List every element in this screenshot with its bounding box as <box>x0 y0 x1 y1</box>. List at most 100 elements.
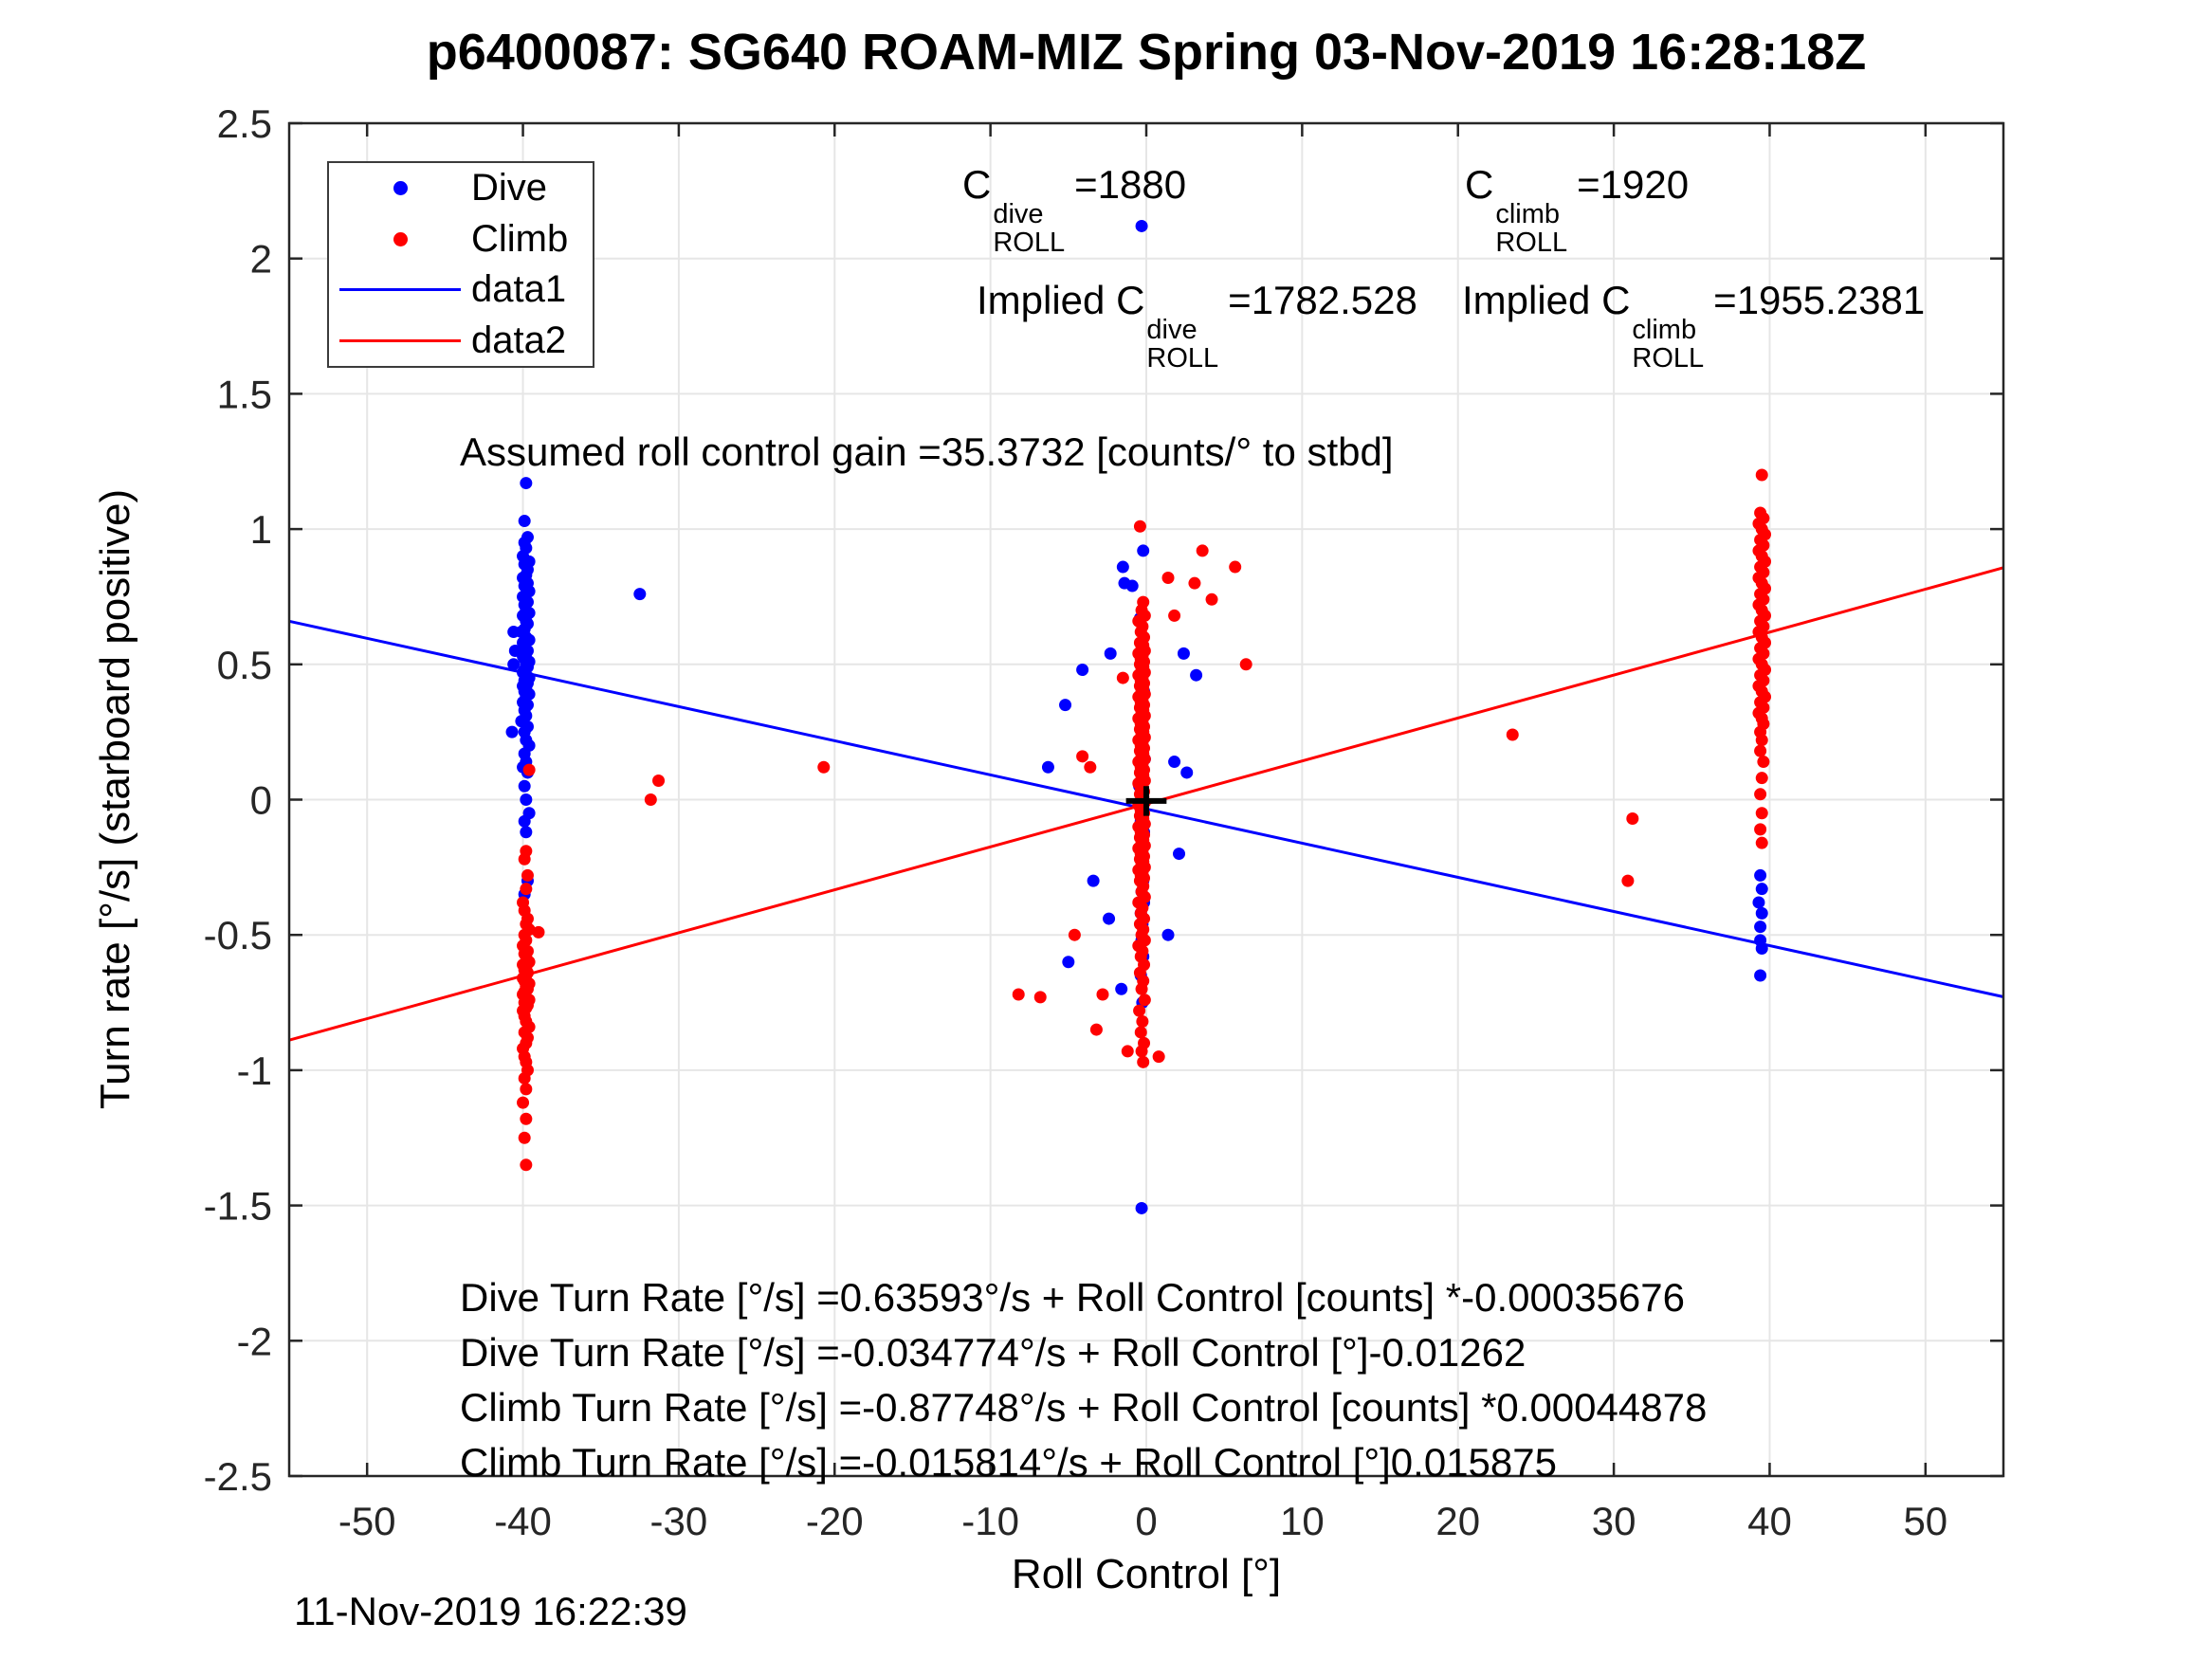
climb-scatter-point <box>1188 576 1201 590</box>
climb-scatter-point <box>1754 823 1767 836</box>
legend-label: Climb <box>471 217 569 260</box>
climb-scatter-point <box>652 775 666 788</box>
climb-fit-degrees-equation: Climb Turn Rate [°/s] =-0.015814°/s + Ro… <box>460 1440 1557 1485</box>
y-tick-label: 1 <box>250 507 272 552</box>
dive-scatter-point <box>1116 560 1129 574</box>
climb-scatter-point <box>1152 1050 1165 1064</box>
dive-scatter-point <box>518 515 531 528</box>
figure-title: p6400087: SG640 ROAM-MIZ Spring 03-Nov-2… <box>426 24 1867 81</box>
climb-scatter-point <box>1757 756 1770 769</box>
y-tick-label: 2 <box>250 237 272 282</box>
climb-scatter-point <box>521 868 534 882</box>
climb-scatter-point <box>1137 1055 1150 1068</box>
y-tick-label: 1.5 <box>217 372 272 416</box>
climb-scatter-point <box>518 852 531 866</box>
x-tick-label: -10 <box>961 1499 1019 1543</box>
climb-scatter-point <box>1084 760 1097 774</box>
dive-scatter-point <box>1059 699 1072 712</box>
x-tick-label: 20 <box>1435 1499 1480 1543</box>
dive-scatter-point <box>1180 766 1194 779</box>
legend-entry-data1: data1 <box>329 264 593 316</box>
dive-scatter-point <box>1125 579 1139 592</box>
dive-scatter-point <box>518 779 531 793</box>
x-axis-label: Roll Control [°] <box>1011 1551 1282 1597</box>
dive-scatter-point <box>1168 756 1181 769</box>
x-tick-label: -20 <box>806 1499 864 1543</box>
climb-fit-counts-equation: Climb Turn Rate [°/s] =-0.87748°/s + Rol… <box>460 1385 1708 1430</box>
dive-scatter-point <box>1173 848 1186 861</box>
climb-scatter-point <box>532 925 545 939</box>
x-tick-label: 50 <box>1903 1499 1947 1543</box>
climb-scatter-point <box>1755 807 1768 820</box>
climb-scatter-point <box>520 1158 533 1172</box>
dive-marker-icon <box>393 181 408 196</box>
legend-label: Dive <box>471 167 548 210</box>
climb-scatter-point <box>1136 1015 1149 1029</box>
climb-scatter-point <box>1755 772 1768 785</box>
x-tick-label: -40 <box>494 1499 552 1543</box>
climb-scatter-point <box>1135 982 1148 995</box>
dive-fit-degrees-equation: Dive Turn Rate [°/s] =-0.034774°/s + Rol… <box>460 1330 1526 1375</box>
y-tick-label: -0.5 <box>204 913 272 957</box>
climb-scatter-point <box>1168 609 1181 622</box>
legend-entry-climb: Climb <box>329 214 593 265</box>
climb-scatter-point <box>1621 874 1635 887</box>
dive-scatter-point <box>1754 921 1767 934</box>
data2-line-icon <box>339 338 461 342</box>
x-tick-label: -30 <box>650 1499 708 1543</box>
climb-scatter-point <box>644 793 657 806</box>
dive-scatter-point <box>1754 868 1767 882</box>
dive-scatter-point <box>1115 982 1128 995</box>
dive-scatter-point <box>633 588 647 601</box>
dive-scatter-point <box>1161 928 1175 941</box>
climb-scatter-point <box>1068 928 1081 941</box>
climb-scatter-point <box>520 883 533 896</box>
climb-scatter-point <box>1205 592 1218 606</box>
climb-scatter-point <box>1096 988 1109 1001</box>
x-tick-label: 30 <box>1592 1499 1636 1543</box>
dive-scatter-point <box>1137 544 1150 557</box>
climb-scatter-point <box>1755 468 1768 482</box>
climb-scatter-point <box>1755 734 1768 747</box>
dive-scatter-point <box>1087 874 1100 887</box>
dive-scatter-point <box>1755 883 1768 896</box>
climb-scatter-point <box>1229 560 1242 574</box>
climb-scatter-point <box>1133 1004 1146 1017</box>
dive-scatter-point <box>1076 664 1089 677</box>
climb-scatter-point <box>1134 1026 1147 1039</box>
dive-scatter-point <box>1177 647 1190 660</box>
dive-scatter-point <box>520 826 533 839</box>
legend-label: data2 <box>471 319 567 361</box>
climb-scatter-point <box>1133 520 1146 533</box>
climb-scatter-point <box>1754 744 1767 757</box>
climb-scatter-point <box>1754 788 1767 801</box>
dive-scatter-point <box>1135 1201 1148 1214</box>
dive-scatter-point <box>1104 647 1117 660</box>
data1-line-icon <box>339 288 461 292</box>
legend-entry-data2: data2 <box>329 316 593 367</box>
x-tick-label: 10 <box>1280 1499 1325 1543</box>
y-tick-label: 0.5 <box>217 643 272 687</box>
y-tick-label: -2.5 <box>204 1454 272 1499</box>
dive-scatter-point <box>1041 760 1054 774</box>
climb-scatter-point <box>1161 571 1175 584</box>
climb-scatter-point <box>1755 836 1768 849</box>
y-tick-label: 2.5 <box>217 101 272 146</box>
climb-scatter-point <box>1033 991 1047 1004</box>
x-tick-label: 40 <box>1747 1499 1792 1543</box>
legend-box: Dive Climb data1 data2 <box>327 161 594 368</box>
fit-equations-block: Dive Turn Rate [°/s] =0.63593°/s + Roll … <box>460 1270 1707 1490</box>
dive-scatter-point <box>1062 956 1075 969</box>
dive-scatter-point <box>1103 912 1116 925</box>
dive-scatter-point <box>507 626 521 639</box>
plot-timestamp: 11-Nov-2019 16:22:39 <box>294 1589 687 1633</box>
climb-scatter-point <box>1196 544 1209 557</box>
legend-entry-dive: Dive <box>329 163 593 214</box>
climb-scatter-point <box>1239 658 1252 671</box>
climb-scatter-point <box>518 1071 531 1085</box>
